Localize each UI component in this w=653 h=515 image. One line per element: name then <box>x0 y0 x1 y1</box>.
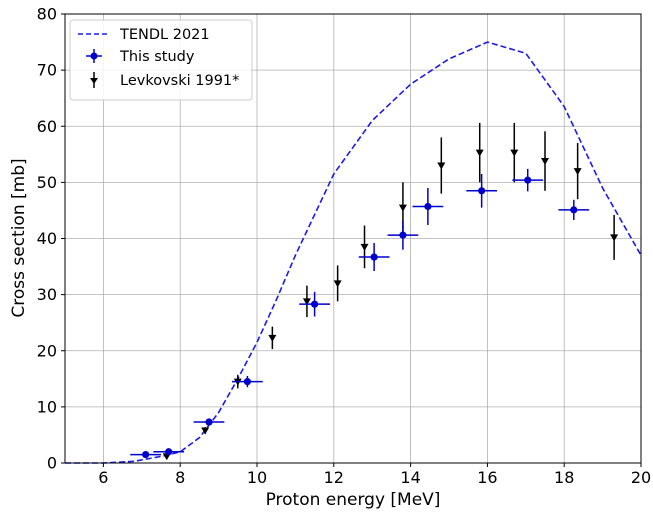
y-axis-ticks: 0 10 20 30 40 50 60 70 80 <box>37 5 65 473</box>
study-point <box>387 220 419 250</box>
levkovski-marker <box>610 234 619 242</box>
study-point <box>358 242 390 272</box>
tendl-series <box>65 41 642 464</box>
x-tick-label: 6 <box>98 468 108 487</box>
levkovski-marker <box>475 149 484 157</box>
study-marker <box>570 206 578 214</box>
study-point <box>466 173 497 208</box>
levkovski-point <box>333 265 342 302</box>
y-tick-label: 20 <box>37 341 57 360</box>
x-tick-label: 12 <box>324 468 344 487</box>
study-marker <box>142 450 150 459</box>
tendl-line <box>65 41 642 464</box>
y-tick-label: 40 <box>37 229 57 248</box>
study-point <box>153 448 185 456</box>
levkovski-marker <box>437 162 446 170</box>
levkovski-point <box>437 137 446 194</box>
x-axis-label: Proton energy [MeV] <box>266 490 441 510</box>
legend: TENDL 2021 This study Levkovski 1991* <box>69 19 253 101</box>
levkovski-marker <box>333 280 342 288</box>
levkovski-point <box>360 225 369 269</box>
levkovski-marker <box>398 204 407 212</box>
x-tick-label: 18 <box>554 468 574 487</box>
levkovski-marker <box>510 149 519 157</box>
levkovski-point <box>510 122 519 183</box>
study-marker <box>399 231 407 239</box>
x-tick-label: 8 <box>175 468 185 487</box>
study-marker <box>370 253 378 261</box>
study-point <box>412 187 444 226</box>
study-point <box>299 291 330 317</box>
legend-levkovski-marker <box>90 78 98 84</box>
legend-study-label: This study <box>119 49 195 65</box>
study-marker <box>478 187 486 195</box>
study-marker <box>311 300 319 308</box>
levkovski-point <box>610 214 619 260</box>
levkovski-marker <box>201 427 210 435</box>
legend-levkovski-label: Levkovski 1991* <box>120 73 239 89</box>
y-tick-label: 10 <box>37 397 57 416</box>
legend-study-marker <box>90 52 98 60</box>
levkovski-marker <box>302 298 311 306</box>
study-marker <box>524 176 532 184</box>
levkovski-marker <box>268 334 277 342</box>
this-study-series <box>130 168 590 459</box>
levkovski-point <box>268 326 277 350</box>
levkovski-point <box>541 131 549 191</box>
levkovski-marker <box>573 168 582 176</box>
levkovski-point <box>302 285 311 318</box>
levkovski-marker <box>541 158 549 166</box>
levkovski-marker <box>360 243 369 251</box>
y-axis-label: Cross section [mb] <box>9 158 29 317</box>
x-tick-label: 16 <box>477 468 497 487</box>
study-marker <box>424 202 432 211</box>
study-point <box>232 376 263 388</box>
x-tick-label: 20 <box>631 468 651 487</box>
y-tick-label: 70 <box>37 61 57 80</box>
x-tick-label: 10 <box>247 468 267 487</box>
study-marker <box>205 418 213 426</box>
study-marker <box>165 448 173 456</box>
study-marker <box>243 378 251 386</box>
study-point <box>558 199 590 220</box>
levkovski-point <box>573 143 582 200</box>
x-tick-label: 14 <box>400 468 420 487</box>
y-tick-label: 30 <box>37 285 57 304</box>
levkovski-point <box>475 122 484 183</box>
x-axis-ticks: 6 8 10 12 14 16 18 20 <box>98 463 651 487</box>
study-point <box>130 450 161 459</box>
y-tick-label: 50 <box>37 173 57 192</box>
legend-box <box>69 19 253 101</box>
legend-tendl-label: TENDL 2021 <box>119 27 210 43</box>
levkovski-series <box>162 122 619 461</box>
y-tick-label: 60 <box>37 117 57 136</box>
study-point <box>512 168 544 192</box>
y-tick-label: 0 <box>47 454 57 473</box>
study-point <box>193 418 225 426</box>
levkovski-point <box>201 427 210 435</box>
y-tick-label: 80 <box>37 5 57 24</box>
